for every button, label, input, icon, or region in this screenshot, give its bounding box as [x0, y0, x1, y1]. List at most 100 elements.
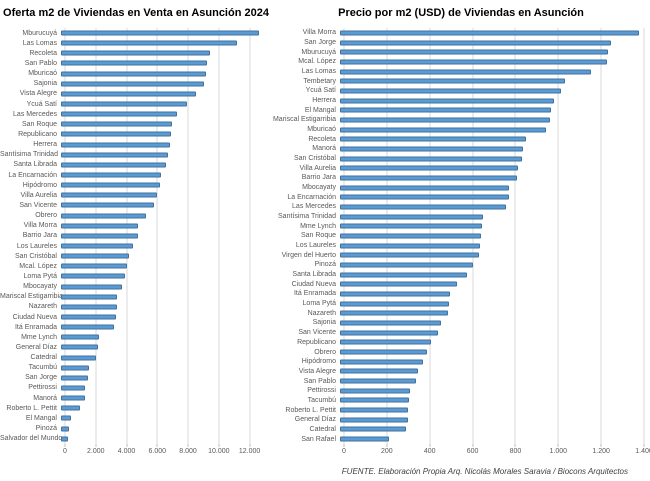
bar	[340, 397, 410, 403]
bar-row: Roberto L. Pettit	[0, 403, 272, 413]
bar-track	[340, 396, 644, 406]
bar	[61, 253, 130, 259]
x-axis-tick-mark	[386, 444, 388, 447]
bar-track	[340, 357, 644, 367]
bar	[61, 375, 89, 381]
bar	[61, 202, 154, 208]
bar	[61, 284, 123, 290]
bar	[340, 272, 468, 278]
bar	[340, 339, 431, 345]
bar-track	[61, 423, 265, 433]
bar-row: Las Mercedes	[272, 202, 650, 212]
bar-track	[340, 134, 644, 144]
bar-track	[340, 28, 644, 38]
source-note: FUENTE. Elaboración Propia Arq. Nicolás …	[341, 467, 628, 476]
category-label: Santísima Trinidad	[278, 213, 336, 221]
category-label: Herrera	[312, 97, 336, 105]
category-label: Ciudad Nueva	[12, 313, 57, 321]
bar-row: San Vicente	[272, 328, 650, 338]
bar-row: Salvador del Mundo	[0, 434, 272, 444]
category-label: Manorá	[33, 394, 57, 402]
bar-row: Mariscal Estigarribia	[0, 292, 272, 302]
x-axis-tick-label: 4.000	[117, 448, 136, 455]
bar-row: Tacumbú	[272, 396, 650, 406]
bar	[340, 368, 418, 374]
bar-track	[61, 383, 265, 393]
category-label: Las Mercedes	[292, 203, 336, 211]
x-axis-tick-mark	[187, 444, 189, 447]
category-label: Santa Librada	[13, 161, 57, 169]
x-axis-tick-label: 600	[466, 448, 479, 455]
bar-row: Pettirossi	[0, 383, 272, 393]
bar-track	[61, 150, 265, 160]
bar	[340, 204, 507, 210]
bar-track	[61, 28, 265, 38]
bar-track	[61, 140, 265, 150]
bar-row: Villa Aurelia	[0, 190, 272, 200]
bar	[61, 314, 116, 320]
bar	[340, 59, 607, 65]
category-label: Itá Enramada	[293, 290, 336, 298]
bar	[61, 182, 160, 188]
bar	[61, 40, 237, 46]
bar-track	[61, 109, 265, 119]
bar-track	[340, 405, 644, 415]
bar-track	[61, 403, 265, 413]
bar	[61, 162, 167, 168]
x-axis-tick-label: 8.000	[179, 448, 197, 455]
bar-track	[340, 415, 644, 425]
x-axis-tick-label: 1.000	[549, 448, 568, 455]
bar	[340, 30, 639, 36]
category-label: Mcal. López	[298, 58, 336, 66]
category-label: Mburucuyá	[22, 29, 57, 37]
category-label: Villa Aurelia	[20, 191, 57, 199]
category-label: San Cristóbal	[14, 252, 57, 260]
category-label: Las Lomas	[301, 68, 336, 76]
category-label: Los Laureles	[16, 242, 57, 250]
x-axis-tick-label: 12.000	[238, 448, 261, 455]
bar-track	[61, 322, 265, 332]
bar	[340, 223, 482, 229]
bar	[340, 88, 562, 94]
category-label: Villa Aurelia	[299, 164, 336, 172]
bar-row: San Pablo	[272, 376, 650, 386]
bar	[61, 131, 171, 137]
gridline	[249, 28, 251, 444]
category-label: Mariscal Estigarribia	[0, 293, 64, 301]
bar-row: Santísima Trinidad	[0, 150, 272, 160]
bar-row: Pettirossi	[272, 386, 650, 396]
x-axis-tick-label: 10.000	[208, 448, 230, 455]
bar-track	[61, 160, 265, 170]
category-label: Hipódromo	[22, 181, 57, 189]
category-label: Mburicaó	[28, 70, 57, 78]
bar-track	[340, 86, 644, 96]
category-label: Mbocayaty	[302, 184, 336, 192]
category-label: Mcal. López	[19, 262, 57, 270]
x-axis-tick-mark	[95, 444, 97, 447]
bar-track	[340, 192, 644, 202]
category-label: La Encarnación	[287, 193, 336, 201]
bar-track	[340, 270, 644, 280]
bar-track	[340, 212, 644, 222]
bar-track	[61, 434, 265, 444]
x-axis-tick-label: 0	[342, 448, 346, 455]
category-label: Mme Lynch	[300, 222, 336, 230]
category-label: El Mangal	[25, 414, 57, 422]
bar	[340, 49, 608, 55]
bar-row: Vista Alegre	[272, 367, 650, 377]
bar	[61, 30, 259, 36]
bar-track	[340, 183, 644, 193]
bar	[61, 294, 118, 300]
bar	[340, 359, 423, 365]
bar	[61, 426, 70, 432]
category-label: Mburucuyá	[301, 48, 336, 56]
bar-row: Itá Enramada	[272, 289, 650, 299]
bar-row: Hipódromo	[0, 180, 272, 190]
bar-track	[61, 38, 265, 48]
bar-track	[61, 89, 265, 99]
bar-track	[340, 367, 644, 377]
bar	[340, 156, 522, 162]
x-axis-tick-mark	[600, 444, 602, 447]
bar-row: Tacumbú	[0, 363, 272, 373]
category-label: San Roque	[300, 232, 336, 240]
